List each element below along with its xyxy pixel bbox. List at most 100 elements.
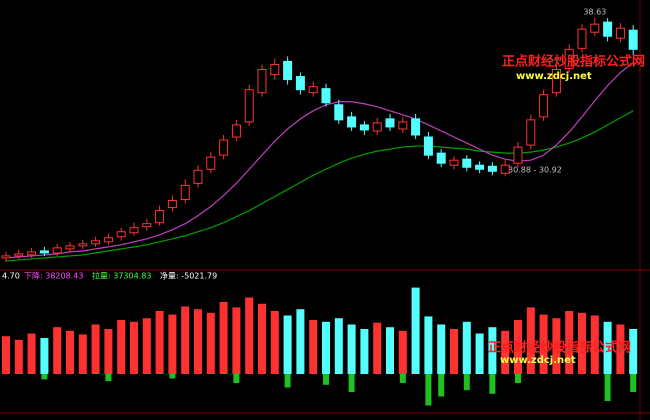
net-bar [233,374,240,383]
volume-bar [603,321,612,374]
candle-body [180,184,190,200]
volume-bar [14,339,23,374]
volume-bar [398,330,407,374]
candle-body [52,247,62,254]
net-bar [41,374,48,380]
volume-bar [283,315,292,374]
candle-body [551,69,561,94]
net-bar [348,374,355,392]
annotation: 4.70 [2,272,20,281]
net-bar [169,374,176,379]
volume-bar [552,318,561,374]
candle-body [206,156,216,170]
candle-body [462,158,472,168]
volume-bar [488,327,497,374]
candle-body [385,118,395,128]
candle-body [39,250,49,254]
candle-body [411,118,421,136]
candle-body [244,89,254,123]
volume-bar [296,309,305,374]
volume-bar [616,324,625,374]
watermark-url: www.zdcj.net [516,71,592,82]
candle-body [359,124,369,131]
candle-body [372,122,382,132]
candle-body [436,152,446,164]
candle-body [270,63,280,76]
candle-body [142,223,152,228]
volume-bar [578,312,586,374]
candle-body [628,29,638,50]
candle-body [103,237,113,243]
candle-body [564,48,574,69]
moving-average [5,61,634,259]
net-bar [284,374,291,388]
candle-body [398,121,408,130]
volume-bar [232,307,241,374]
volume-bar [78,334,87,374]
candle-body [526,119,536,146]
moving-average [5,110,634,262]
candle-body [577,28,587,49]
candle-body [423,136,433,156]
volume-bar [501,330,510,374]
candle-body [219,139,229,156]
volume-bar [590,315,599,374]
candle-body [500,164,510,174]
candle-body [283,60,293,81]
candle-body [513,146,523,164]
candle-body [27,251,37,256]
volume-bar [334,318,343,374]
candle-body [487,165,497,172]
volume-bar [373,322,382,374]
candle-body [257,69,267,94]
candle-body [475,164,485,170]
candle-body [347,116,357,128]
volume-bar [66,330,74,374]
candle-body [603,21,613,37]
candle-body [91,240,101,245]
volume-bar [142,318,151,374]
candle-body [334,104,344,121]
volume-bar [245,297,254,374]
candle-body [449,159,459,166]
watermark: 正点财经炒股指标公式网 [502,54,645,70]
volume-bar [462,321,471,374]
watermark: 正点财经炒股指标公式网 [488,340,631,356]
candle-body [231,124,241,138]
candle-body [590,23,600,33]
volume-bar [206,312,215,374]
volume-bar [27,333,36,374]
volume-bar [130,321,138,374]
volume-bar [181,306,190,374]
candle-body [308,86,318,94]
volume-bar [514,320,522,374]
watermark-url: www.zdcj.net [500,355,576,366]
candle-body [14,253,24,257]
net-bar [604,374,611,401]
volume-bar [424,316,433,374]
volume-bar [322,321,330,374]
candle-body [155,210,165,224]
volume-bar [629,329,638,374]
volume-bar [117,320,126,374]
volume-bar [475,333,484,374]
volume-bar [386,327,394,374]
candle-body [295,76,305,91]
candle-body [129,227,139,234]
candle-body [1,255,11,259]
net-bar [630,374,637,392]
net-bar [489,374,496,394]
volume-bar [539,314,548,374]
net-bar [105,374,112,382]
candle-body [539,94,549,118]
volume-bar [411,287,420,374]
volume-bar [155,311,164,374]
annotation: 净量: -5021.79 [160,271,217,281]
net-bar [425,374,432,406]
volume-bar [53,327,62,374]
high-label: 38.63 [583,7,606,16]
net-bar [463,374,470,391]
candle-body [167,200,177,209]
candle-body [321,88,331,104]
